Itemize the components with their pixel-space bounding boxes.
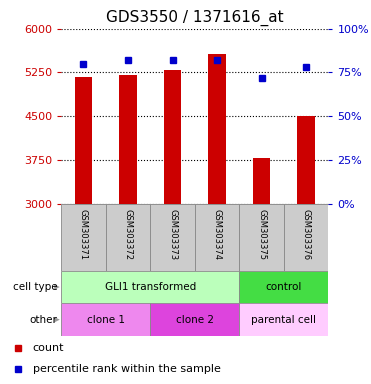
Text: GSM303374: GSM303374 xyxy=(213,209,221,260)
Text: other: other xyxy=(30,314,58,325)
Bar xyxy=(297,116,315,204)
Text: GSM303373: GSM303373 xyxy=(168,209,177,260)
Text: clone 2: clone 2 xyxy=(176,314,214,325)
Text: percentile rank within the sample: percentile rank within the sample xyxy=(33,364,221,374)
Bar xyxy=(239,271,328,303)
Bar xyxy=(253,158,270,204)
Bar xyxy=(61,271,239,303)
Bar xyxy=(150,204,195,271)
Bar xyxy=(61,204,106,271)
Text: clone 1: clone 1 xyxy=(87,314,125,325)
Bar xyxy=(164,70,181,204)
Bar xyxy=(75,77,92,204)
Bar xyxy=(239,303,328,336)
Text: control: control xyxy=(266,282,302,292)
Text: GSM303376: GSM303376 xyxy=(302,209,311,260)
Text: GSM303372: GSM303372 xyxy=(124,209,132,260)
Text: parental cell: parental cell xyxy=(251,314,316,325)
Text: GSM303375: GSM303375 xyxy=(257,209,266,260)
Bar xyxy=(119,75,137,204)
Title: GDS3550 / 1371616_at: GDS3550 / 1371616_at xyxy=(106,10,283,26)
Bar xyxy=(106,204,150,271)
Text: GSM303371: GSM303371 xyxy=(79,209,88,260)
Text: count: count xyxy=(33,343,65,353)
Bar xyxy=(195,204,239,271)
Bar xyxy=(208,53,226,204)
Bar xyxy=(239,204,284,271)
Text: cell type: cell type xyxy=(13,282,58,292)
Text: GLI1 transformed: GLI1 transformed xyxy=(105,282,196,292)
Bar xyxy=(284,204,328,271)
Bar xyxy=(150,303,239,336)
Bar xyxy=(61,303,150,336)
